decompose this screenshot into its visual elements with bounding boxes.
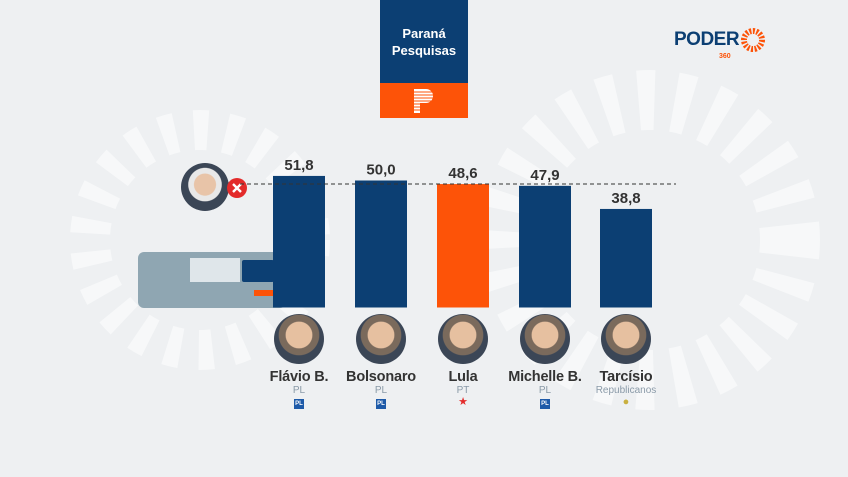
candidate-2: Lula PT ★ <box>422 314 504 409</box>
lula-reference-marker <box>181 163 247 211</box>
candidate-name: Flávio B. <box>269 369 329 385</box>
candidate-0: Flávio B. PL PL <box>258 314 340 409</box>
candidate-name: Tarcísio <box>599 369 653 385</box>
bar-value-label: 48,6 <box>448 165 477 182</box>
lula-photo <box>181 163 229 211</box>
source-badge: Paraná Pesquisas <box>380 0 468 118</box>
x-circle-icon <box>227 178 247 198</box>
pl-logo-icon: PL <box>376 399 386 409</box>
source-name-line1: Paraná <box>402 25 446 41</box>
source-name-line2: Pesquisas <box>391 42 457 58</box>
candidate-photo <box>520 314 570 364</box>
candidate-photo <box>274 314 324 364</box>
candidate-party: PL <box>374 385 388 396</box>
bar-3 <box>519 185 571 308</box>
candidate-photo <box>438 314 488 364</box>
pl-logo-icon: PL <box>540 399 550 409</box>
voting-machine-illustration <box>138 252 286 308</box>
candidate-party: PL <box>292 385 306 396</box>
candidate-3: Michelle B. PL PL <box>504 314 586 409</box>
bar-value-label: 38,8 <box>611 190 640 207</box>
sun-icon <box>741 28 766 52</box>
candidate-party: PT <box>456 385 470 396</box>
candidate-photo <box>601 314 651 364</box>
bar-value-label: 47,9 <box>530 167 559 184</box>
candidate-name: Bolsonaro <box>346 369 416 385</box>
republicanos-logo-icon: ● <box>622 396 630 408</box>
bar-2 <box>437 184 489 308</box>
bar-0 <box>273 175 325 308</box>
candidate-name: Lula <box>448 369 478 385</box>
bar-value-label: 50,0 <box>366 162 395 179</box>
logo-suffix: 360 <box>719 53 731 60</box>
candidate-4: Tarcísio Republicanos ● <box>585 314 667 409</box>
candidate-name: Michelle B. <box>508 369 582 385</box>
bar-value-label: 51,8 <box>284 157 313 174</box>
parana-pesquisas-logo-icon <box>380 83 468 118</box>
candidate-1: Bolsonaro PL PL <box>340 314 422 409</box>
candidate-party: PL <box>538 385 552 396</box>
logo-text: PODER <box>674 29 740 50</box>
bar-4 <box>600 208 652 308</box>
candidate-party: Republicanos <box>595 385 657 396</box>
bar-1 <box>355 180 407 308</box>
poder360-logo: PODER 360 <box>674 26 767 60</box>
pl-logo-icon: PL <box>294 399 304 409</box>
candidate-photo <box>356 314 406 364</box>
pt-star-icon: ★ <box>458 396 468 408</box>
